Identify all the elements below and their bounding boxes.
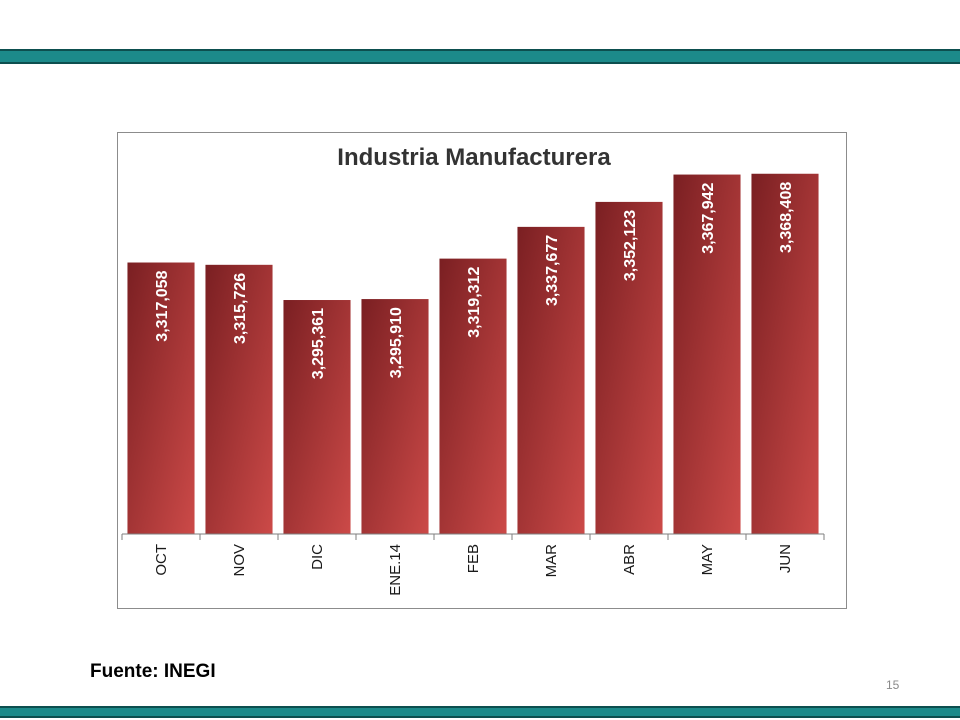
x-tick-label: JUN [777,544,794,573]
bar-value-label: 3,319,312 [466,267,483,338]
bar-feb [439,258,507,534]
bar-may [673,174,741,534]
source-note: Fuente: INEGI [90,661,216,682]
x-tick-label: OCT [153,544,170,576]
bar-value-label: 3,337,677 [544,235,561,306]
bar-value-label: 3,352,123 [622,210,639,281]
x-tick-label: FEB [465,544,482,573]
bars-group: 3,317,058 3,315,726 3,295,361 3,295,910 3,31… [127,173,819,534]
x-tick-label: ENE.14 [387,544,404,596]
bar-jun [751,173,819,534]
bar-oct [127,262,195,534]
bar-value-label: 3,315,726 [232,273,249,344]
chart-title: Industria Manufacturera [337,144,611,171]
x-tick-label: MAR [543,544,560,578]
x-tick-label: ABR [621,544,638,575]
bar-mar [517,226,585,534]
x-tick-label: NOV [231,544,248,577]
x-tick-label: MAY [699,544,716,575]
bar-value-label: 3,295,910 [388,307,405,378]
bar-ene14 [361,299,429,534]
bar-abr [595,201,663,534]
bar-dic [283,300,351,534]
chart-frame: Industria Manufacturera 3,317,058 3,315,7… [117,132,847,609]
bottom-accent-band [0,706,960,718]
slide-number: 15 [886,678,900,692]
bar-value-label: 3,295,361 [310,308,327,379]
bar-value-label: 3,367,942 [700,182,717,253]
x-axis: OCT NOV DIC ENE.14 FEB MAR ABR MAY JUN [121,533,825,596]
bar-value-label: 3,368,408 [778,182,795,253]
bar-value-label: 3,317,058 [154,270,171,341]
bar-chart: Industria Manufacturera 3,317,058 3,315,7… [121,144,825,596]
top-accent-band [0,49,960,64]
x-tick-label: DIC [309,544,326,570]
bar-nov [205,264,273,534]
